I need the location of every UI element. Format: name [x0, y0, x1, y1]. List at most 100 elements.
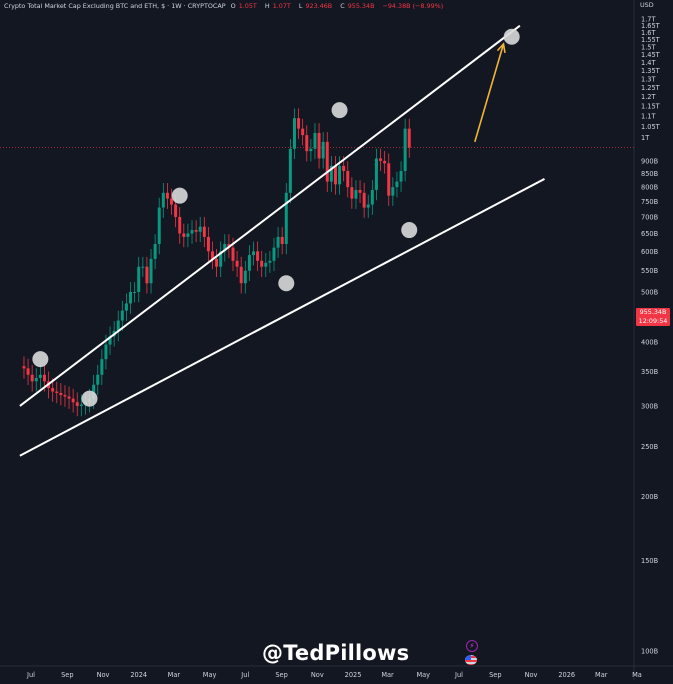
- candle-body: [342, 165, 346, 172]
- touch-marker: [503, 28, 520, 45]
- x-axis-tick-label: Sep: [61, 671, 73, 679]
- candle-body: [362, 192, 366, 208]
- candle-body: [329, 165, 333, 182]
- candle-body: [407, 128, 411, 148]
- candle-body: [247, 255, 251, 271]
- candle-body: [346, 171, 350, 188]
- candle-body: [325, 141, 329, 182]
- y-axis-tick-label: 1.1T: [641, 113, 656, 121]
- trendline-lower-support: [19, 178, 545, 457]
- symbol-title[interactable]: Crypto Total Market Cap Excluding BTC an…: [4, 2, 226, 10]
- candle-body: [272, 247, 276, 261]
- candle-body: [276, 236, 280, 248]
- candle-body: [288, 148, 292, 193]
- candle-body: [305, 135, 309, 152]
- y-axis-tick-label: 1.55T: [641, 36, 661, 44]
- lightning-icon[interactable]: ⚡: [466, 640, 478, 652]
- y-axis-tick-label: 1.65T: [641, 22, 661, 30]
- candle-body: [141, 266, 145, 268]
- candle-body: [34, 378, 38, 382]
- candle-body: [133, 291, 137, 293]
- y-axis-tick-label: 1.25T: [641, 84, 661, 92]
- symbol-legend: Crypto Total Market Cap Excluding BTC an…: [4, 2, 446, 10]
- candle-body: [366, 204, 370, 208]
- y-axis-tick-label: 400B: [641, 338, 659, 346]
- x-axis-tick-label: 2025: [345, 671, 362, 679]
- candle-body: [182, 233, 186, 237]
- projection-arrow-head: [496, 42, 506, 53]
- y-axis-tick-label: 1.4T: [641, 59, 656, 67]
- candle-body: [161, 192, 165, 208]
- touch-marker: [171, 187, 188, 204]
- candle-body: [202, 226, 206, 237]
- candle-body: [391, 187, 395, 196]
- candle-body: [92, 384, 96, 399]
- y-axis-tick-label: 250B: [641, 443, 659, 451]
- candle-body: [301, 128, 305, 136]
- candle-body: [55, 391, 59, 393]
- candle-body: [231, 247, 235, 261]
- candle-body: [124, 303, 128, 311]
- candle-body: [170, 198, 174, 205]
- x-axis-tick-label: Mar: [168, 671, 181, 679]
- candle-body: [280, 236, 284, 245]
- touch-marker: [331, 102, 348, 119]
- candle-body: [100, 359, 104, 375]
- projection-arrow: [474, 43, 505, 143]
- candle-body: [358, 189, 362, 193]
- x-axis-tick-label: Jul: [240, 671, 249, 679]
- touch-marker: [278, 275, 295, 292]
- y-axis-tick-label: 550B: [641, 267, 659, 275]
- trendline-upper-resistance: [19, 24, 521, 407]
- candle-body: [194, 230, 198, 232]
- candle-body: [129, 291, 133, 304]
- candle-body: [219, 251, 223, 267]
- x-axis-tick-label: 2024: [130, 671, 147, 679]
- candle-body: [297, 118, 301, 129]
- candle-body: [284, 192, 288, 245]
- us-flag-icon[interactable]: [465, 655, 477, 665]
- y-axis-tick-label: 650B: [641, 230, 659, 238]
- currency-label[interactable]: USD: [640, 1, 654, 9]
- candle-body: [174, 204, 178, 217]
- y-axis-tick-label: 1.15T: [641, 103, 661, 111]
- candle-body: [383, 160, 387, 164]
- x-axis-tick-label: Nov: [97, 671, 110, 679]
- candle-body: [243, 270, 247, 284]
- candle-body: [51, 388, 55, 392]
- x-axis-tick-label: May: [416, 671, 430, 679]
- candle-body: [256, 251, 260, 261]
- y-axis-tick-label: 350B: [641, 368, 659, 376]
- candle-body: [149, 258, 153, 284]
- candle-body: [75, 402, 79, 406]
- candle-body: [354, 189, 358, 199]
- candle-body: [333, 165, 337, 185]
- current-price-tag: 955.34B 12:09:54: [636, 308, 670, 326]
- candle-body: [42, 374, 46, 382]
- ohlc-open: O 1.05T: [230, 2, 257, 10]
- candle-body: [313, 132, 317, 149]
- candle-body: [120, 310, 124, 321]
- candle-body: [186, 233, 190, 237]
- candle-body: [63, 395, 67, 397]
- y-axis-tick-label: 850B: [641, 170, 659, 178]
- y-axis-tick-label: 1.35T: [641, 67, 661, 75]
- touch-marker: [81, 390, 98, 407]
- y-axis-tick-label: 750B: [641, 198, 659, 206]
- price-change: −94.38B (−8.99%): [382, 2, 444, 10]
- y-axis-tick-label: 100B: [641, 648, 659, 656]
- candle-body: [145, 266, 149, 284]
- y-axis-tick-label: 600B: [641, 248, 659, 256]
- y-axis-tick-label: 1.6T: [641, 29, 656, 37]
- bar-countdown: 12:09:54: [638, 316, 668, 325]
- candle-body: [309, 148, 313, 152]
- ohlc-close: C 955.34B: [340, 2, 375, 10]
- candle-body: [215, 258, 219, 267]
- y-axis-tick-label: 1.5T: [641, 43, 656, 51]
- candle-body: [211, 251, 215, 259]
- candle-body: [38, 374, 42, 379]
- candle-body: [116, 320, 120, 331]
- candle-body: [239, 266, 243, 284]
